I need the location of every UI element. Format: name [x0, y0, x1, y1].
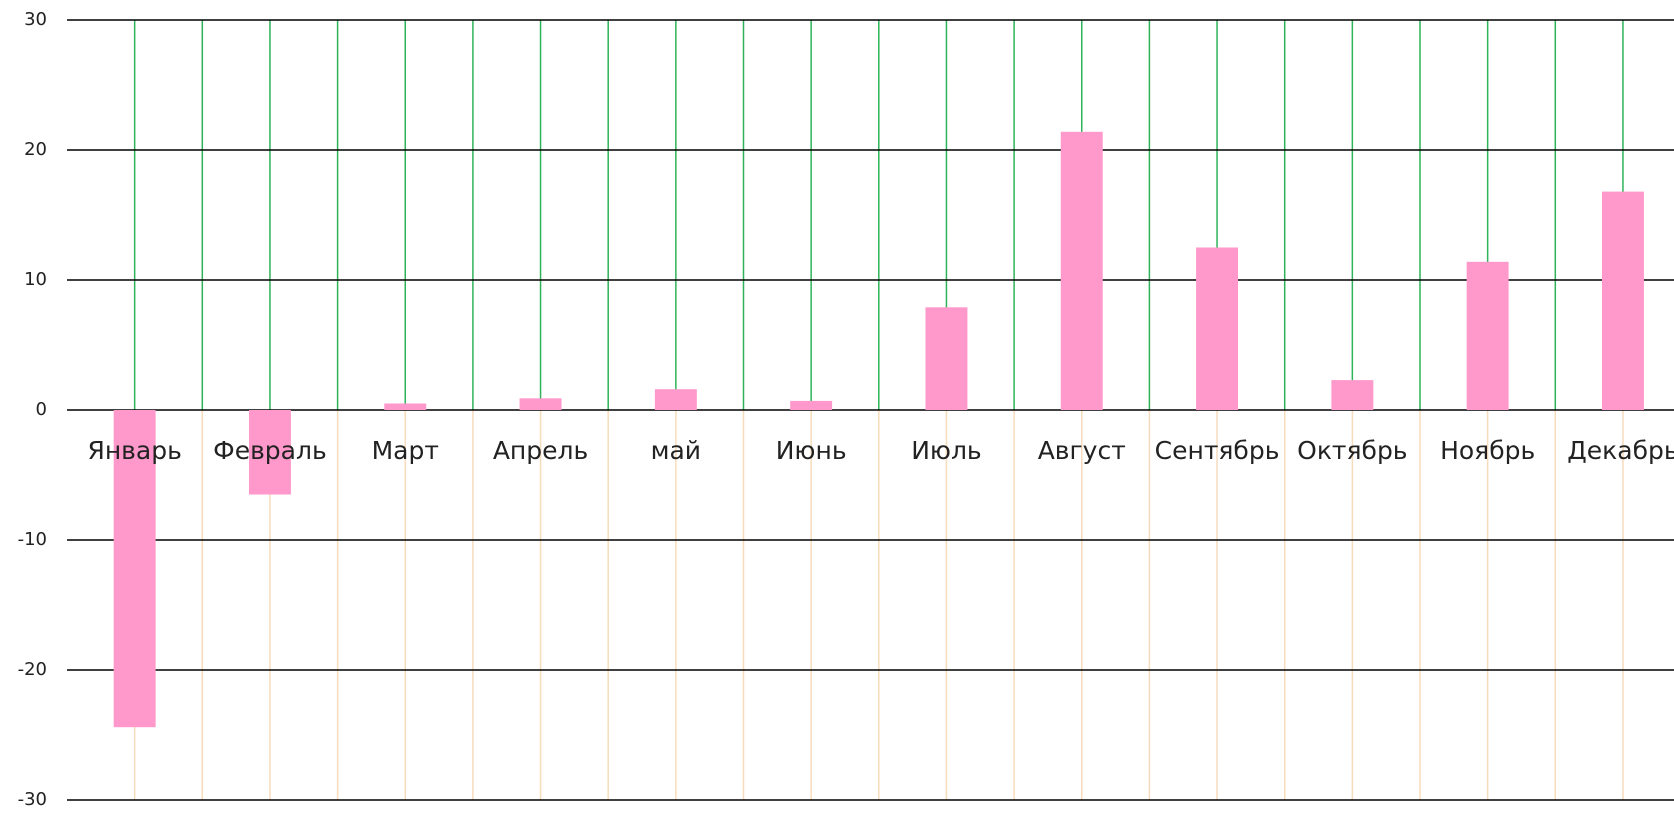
y-tick-label: 10	[24, 269, 47, 290]
x-tick-label: май	[651, 436, 701, 465]
x-tick-label: Июль	[911, 436, 981, 465]
x-tick-label: Август	[1038, 436, 1126, 465]
y-tick-label: -20	[18, 659, 47, 680]
x-tick-label: Январь	[87, 436, 181, 465]
x-tick-label: Ноябрь	[1440, 436, 1535, 465]
bar	[248, 410, 291, 495]
x-tick-label: Февраль	[213, 436, 327, 465]
bar	[1466, 261, 1509, 410]
bar	[1331, 380, 1374, 410]
bar	[384, 403, 427, 410]
x-tick-label: Июнь	[776, 436, 847, 465]
bar	[925, 307, 968, 410]
bar	[113, 410, 156, 728]
bar	[1601, 191, 1644, 410]
bar	[790, 400, 833, 410]
x-tick-label: Сентябрь	[1155, 436, 1280, 465]
x-tick-label: Декабрь	[1567, 436, 1674, 465]
y-tick-label: 30	[24, 9, 47, 30]
y-tick-label: 0	[36, 399, 47, 420]
y-tick-label: 20	[24, 139, 47, 160]
x-tick-label: Апрель	[493, 436, 588, 465]
bar	[1060, 131, 1103, 411]
x-tick-label: Октябрь	[1297, 436, 1407, 465]
x-tick-label: Март	[372, 436, 439, 465]
bar	[519, 398, 562, 410]
bar	[654, 389, 697, 410]
y-tick-label: -30	[18, 789, 47, 810]
bar	[1196, 247, 1239, 410]
y-tick-label: -10	[18, 529, 47, 550]
